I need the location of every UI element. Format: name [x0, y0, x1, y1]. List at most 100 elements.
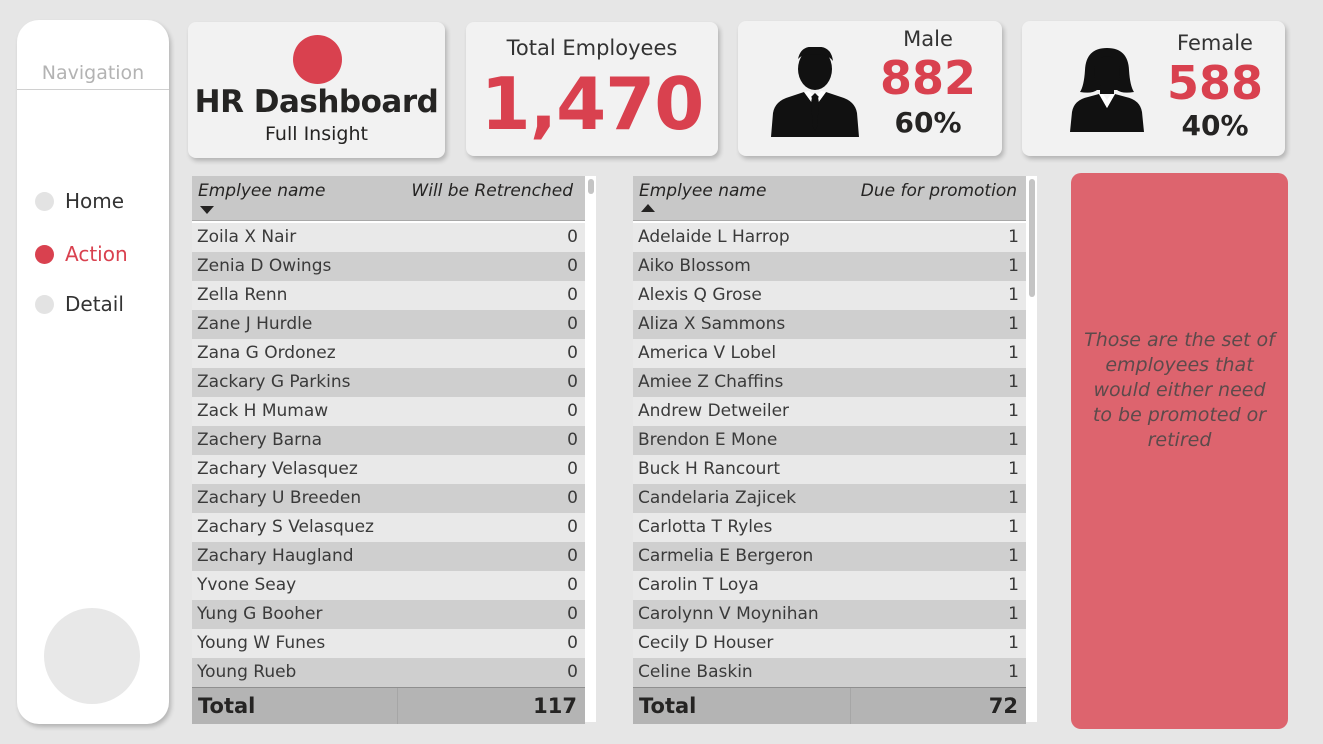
table-row[interactable]: Zoila X Nair 0 — [192, 223, 585, 252]
table-row[interactable]: Yung G Booher 0 — [192, 600, 585, 629]
home-radio-icon — [35, 191, 54, 211]
table-row[interactable]: Zachary Haugland 0 — [192, 542, 585, 571]
navigation-title: Navigation — [41, 62, 145, 84]
nav-item-action[interactable]: Action — [35, 242, 128, 266]
retrench-table: Emplyee name Will be Retrenched Zoila X … — [192, 176, 596, 724]
value-cell: 0 — [567, 256, 578, 276]
value-cell: 1 — [1008, 227, 1019, 247]
value-cell: 0 — [567, 662, 578, 682]
employee-name-cell: Carolin T Loya — [638, 575, 759, 595]
value-cell: 0 — [567, 633, 578, 653]
value-cell: 0 — [567, 459, 578, 479]
table-row[interactable]: Zenia D Owings 0 — [192, 252, 585, 281]
title-card: HR Dashboard Full Insight — [188, 22, 445, 158]
employee-name-cell: Zoila X Nair — [197, 227, 297, 247]
table-row[interactable]: Brendon E Mone 1 — [633, 426, 1026, 455]
navigation-panel: Navigation Home Action Detail — [17, 20, 169, 724]
total-label: Total — [639, 694, 697, 718]
info-note-text: Those are the set of employees that woul… — [1084, 329, 1275, 451]
nav-circle-button[interactable] — [44, 608, 140, 704]
table-row[interactable]: Yvone Seay 0 — [192, 571, 585, 600]
table-row[interactable]: Carlotta T Ryles 1 — [633, 513, 1026, 542]
nav-item-home[interactable]: Home — [35, 189, 124, 213]
employee-name-cell: Zane J Hurdle — [197, 314, 313, 334]
column-header-name[interactable]: Emplyee name — [198, 181, 326, 201]
employee-name-cell: Carlotta T Ryles — [638, 517, 773, 537]
column-header-name[interactable]: Emplyee name — [639, 181, 767, 201]
nav-item-detail[interactable]: Detail — [35, 292, 124, 316]
employee-name-cell: Zackary G Parkins — [197, 372, 351, 392]
column-header-promotion[interactable]: Due for promotion — [860, 181, 1017, 201]
sort-ascending-icon[interactable] — [641, 204, 655, 212]
total-employees-value: 1,470 — [480, 62, 705, 146]
table-row[interactable]: Young Rueb 0 — [192, 658, 585, 687]
value-cell: 0 — [567, 488, 578, 508]
female-person-icon — [1070, 48, 1144, 132]
table-row[interactable]: Buck H Rancourt 1 — [633, 455, 1026, 484]
table-row[interactable]: Aliza X Sammons 1 — [633, 310, 1026, 339]
scrollbar-thumb[interactable] — [588, 179, 594, 194]
total-employees-label: Total Employees — [506, 36, 678, 60]
nav-item-label: Action — [65, 242, 128, 266]
scrollbar[interactable] — [587, 176, 595, 722]
value-cell: 1 — [1008, 488, 1019, 508]
value-cell: 1 — [1008, 604, 1019, 624]
table-header: Emplyee name Due for promotion — [633, 176, 1026, 221]
table-row[interactable]: Zachery Barna 0 — [192, 426, 585, 455]
employee-name-cell: Alexis Q Grose — [638, 285, 762, 305]
scrollbar-thumb[interactable] — [1029, 179, 1035, 297]
table-row[interactable]: Zachary S Velasquez 0 — [192, 513, 585, 542]
table-row[interactable]: Candelaria Zajicek 1 — [633, 484, 1026, 513]
value-cell: 1 — [1008, 459, 1019, 479]
table-row[interactable]: America V Lobel 1 — [633, 339, 1026, 368]
table-row[interactable]: Zackary G Parkins 0 — [192, 368, 585, 397]
total-value: 117 — [533, 694, 577, 718]
table-row[interactable]: Carolin T Loya 1 — [633, 571, 1026, 600]
info-note-panel: Those are the set of employees that woul… — [1071, 173, 1288, 729]
table-header: Emplyee name Will be Retrenched — [192, 176, 585, 221]
male-percent: 60% — [894, 106, 962, 139]
value-cell: 0 — [567, 227, 578, 247]
table-row[interactable]: Adelaide L Harrop 1 — [633, 223, 1026, 252]
value-cell: 0 — [567, 575, 578, 595]
value-cell: 1 — [1008, 314, 1019, 334]
table-row[interactable]: Zana G Ordonez 0 — [192, 339, 585, 368]
table-row[interactable]: Amiee Z Chaffins 1 — [633, 368, 1026, 397]
table-row[interactable]: Aiko Blossom 1 — [633, 252, 1026, 281]
table-row[interactable]: Zack H Mumaw 0 — [192, 397, 585, 426]
employee-name-cell: Candelaria Zajicek — [638, 488, 797, 508]
female-count: 588 — [1166, 56, 1264, 110]
male-person-icon — [771, 47, 859, 137]
scrollbar[interactable] — [1028, 176, 1036, 722]
male-card: Male 882 60% — [738, 21, 1002, 156]
table-row[interactable]: Young W Funes 0 — [192, 629, 585, 658]
employee-name-cell: Andrew Detweiler — [638, 401, 790, 421]
value-cell: 0 — [567, 401, 578, 421]
navigation-divider — [17, 89, 169, 90]
table-row[interactable]: Zachary Velasquez 0 — [192, 455, 585, 484]
nav-item-label: Detail — [65, 292, 124, 316]
employee-name-cell: Yvone Seay — [197, 575, 297, 595]
column-header-retrenched[interactable]: Will be Retrenched — [411, 181, 573, 201]
sort-descending-icon[interactable] — [200, 206, 214, 214]
value-cell: 0 — [567, 314, 578, 334]
value-cell: 1 — [1008, 662, 1019, 682]
total-value: 72 — [988, 694, 1018, 718]
table-row[interactable]: Zachary U Breeden 0 — [192, 484, 585, 513]
value-cell: 1 — [1008, 575, 1019, 595]
employee-name-cell: Zella Renn — [197, 285, 288, 305]
detail-radio-icon — [35, 294, 54, 314]
employee-name-cell: Yung G Booher — [197, 604, 323, 624]
table-row[interactable]: Carolynn V Moynihan 1 — [633, 600, 1026, 629]
employee-name-cell: Zachary Velasquez — [197, 459, 358, 479]
table-row[interactable]: Cecily D Houser 1 — [633, 629, 1026, 658]
table-row[interactable]: Andrew Detweiler 1 — [633, 397, 1026, 426]
table-row[interactable]: Carmelia E Bergeron 1 — [633, 542, 1026, 571]
table-row[interactable]: Alexis Q Grose 1 — [633, 281, 1026, 310]
table-row[interactable]: Zane J Hurdle 0 — [192, 310, 585, 339]
table-row[interactable]: Zella Renn 0 — [192, 281, 585, 310]
value-cell: 1 — [1008, 372, 1019, 392]
table-row[interactable]: Celine Baskin 1 — [633, 658, 1026, 687]
employee-name-cell: Aliza X Sammons — [638, 314, 786, 334]
red-circle-icon — [293, 35, 342, 84]
